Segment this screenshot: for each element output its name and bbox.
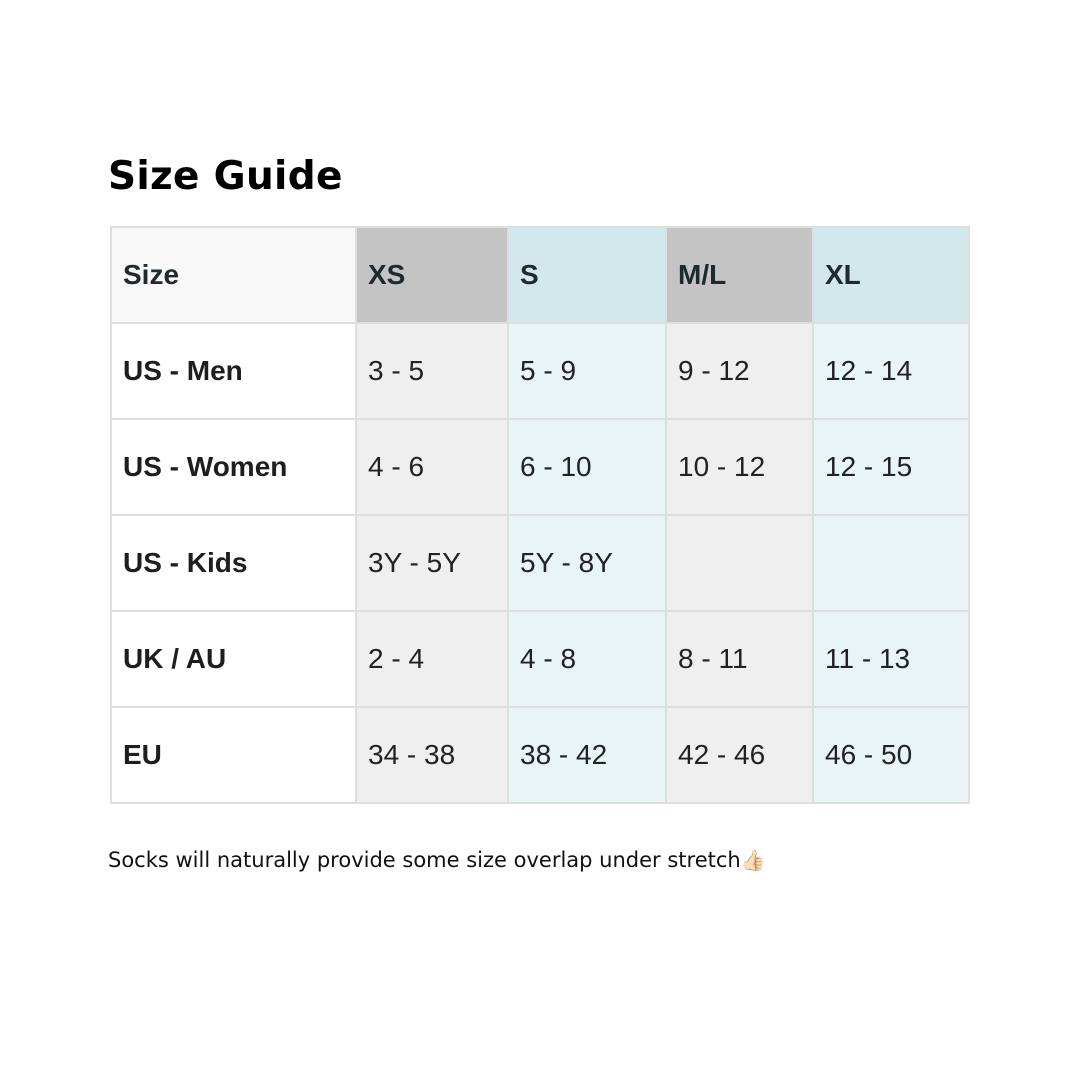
table-cell: 2 - 4 xyxy=(355,610,509,708)
table-cell: 5 - 9 xyxy=(507,322,667,420)
table-cell: 38 - 42 xyxy=(507,706,667,804)
table-cell: 9 - 12 xyxy=(665,322,814,420)
table-cell: 3Y - 5Y xyxy=(355,514,509,612)
row-label: UK / AU xyxy=(110,610,357,708)
table-cell: 12 - 14 xyxy=(812,322,970,420)
table-cell: 42 - 46 xyxy=(665,706,814,804)
table-cell: 5Y - 8Y xyxy=(507,514,667,612)
size-note: Socks will naturally provide some size o… xyxy=(108,848,766,872)
page-title: Size Guide xyxy=(108,154,343,199)
size-note-text: Socks will naturally provide some size o… xyxy=(108,848,741,872)
table-row: UK / AU 2 - 4 4 - 8 8 - 11 11 - 13 xyxy=(110,610,970,708)
table-cell: 34 - 38 xyxy=(355,706,509,804)
table-cell: 46 - 50 xyxy=(812,706,970,804)
size-guide-table: Size XS S M/L XL US - Men 3 - 5 5 - 9 9 … xyxy=(110,226,970,804)
table-cell: 6 - 10 xyxy=(507,418,667,516)
table-cell xyxy=(812,514,970,612)
header-cell: XL xyxy=(812,226,970,324)
table-cell: 12 - 15 xyxy=(812,418,970,516)
table-cell: 3 - 5 xyxy=(355,322,509,420)
table-header-row: Size XS S M/L XL xyxy=(110,226,970,324)
table-row: US - Men 3 - 5 5 - 9 9 - 12 12 - 14 xyxy=(110,322,970,420)
table-cell: 10 - 12 xyxy=(665,418,814,516)
header-cell: S xyxy=(507,226,667,324)
table-cell: 8 - 11 xyxy=(665,610,814,708)
row-label: US - Men xyxy=(110,322,357,420)
table-cell xyxy=(665,514,814,612)
table-cell: 4 - 6 xyxy=(355,418,509,516)
header-cell: Size xyxy=(110,226,357,324)
table-row: US - Women 4 - 6 6 - 10 10 - 12 12 - 15 xyxy=(110,418,970,516)
table-row: EU 34 - 38 38 - 42 42 - 46 46 - 50 xyxy=(110,706,970,804)
thumbs-up-icon: 👍🏻 xyxy=(740,848,766,872)
header-cell: M/L xyxy=(665,226,814,324)
row-label: US - Kids xyxy=(110,514,357,612)
header-cell: XS xyxy=(355,226,509,324)
table-cell: 11 - 13 xyxy=(812,610,970,708)
row-label: EU xyxy=(110,706,357,804)
row-label: US - Women xyxy=(110,418,357,516)
table-cell: 4 - 8 xyxy=(507,610,667,708)
table-row: US - Kids 3Y - 5Y 5Y - 8Y xyxy=(110,514,970,612)
